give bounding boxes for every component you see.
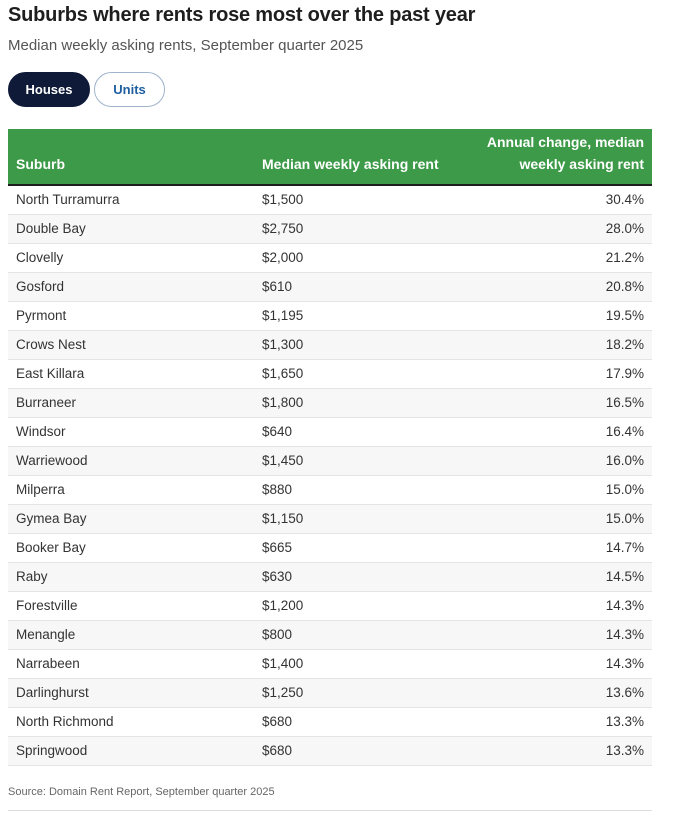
cell-annual-change: 14.5% (474, 562, 652, 592)
chart-title: Suburbs where rents rose most over the p… (8, 4, 476, 26)
table-row: Booker Bay $665 14.7% (8, 533, 652, 563)
cell-suburb: Darlinghurst (8, 678, 254, 708)
cell-suburb: Crows Nest (8, 330, 254, 360)
table-row: Raby $630 14.5% (8, 562, 652, 592)
cell-annual-change: 20.8% (474, 272, 652, 302)
cell-suburb: Pyrmont (8, 301, 254, 331)
table-row: Milperra $880 15.0% (8, 475, 652, 505)
cell-suburb: Double Bay (8, 214, 254, 244)
cell-annual-change: 13.6% (474, 678, 652, 708)
cell-annual-change: 14.3% (474, 591, 652, 621)
chart-subtitle: Median weekly asking rents, September qu… (8, 37, 364, 54)
source-note: Source: Domain Rent Report, September qu… (8, 786, 275, 798)
cell-median-rent: $630 (254, 562, 474, 592)
cell-median-rent: $610 (254, 272, 474, 302)
cell-suburb: Milperra (8, 475, 254, 505)
table-row: Pyrmont $1,195 19.5% (8, 301, 652, 331)
table-row: Gosford $610 20.8% (8, 272, 652, 302)
cell-median-rent: $1,150 (254, 504, 474, 534)
column-header-annual-change[interactable]: Annual change, median weekly asking rent (474, 129, 652, 186)
cell-annual-change: 21.2% (474, 243, 652, 273)
table-row: Warriewood $1,450 16.0% (8, 446, 652, 476)
cell-median-rent: $665 (254, 533, 474, 563)
cell-median-rent: $640 (254, 417, 474, 447)
cell-median-rent: $680 (254, 736, 474, 766)
cell-suburb: Forestville (8, 591, 254, 621)
cell-median-rent: $1,650 (254, 359, 474, 389)
cell-median-rent: $1,200 (254, 591, 474, 621)
cell-median-rent: $1,195 (254, 301, 474, 331)
cell-median-rent: $2,000 (254, 243, 474, 273)
rent-table-wrapper: Suburb Median weekly asking rent Annual … (8, 129, 652, 766)
cell-annual-change: 13.3% (474, 736, 652, 766)
cell-suburb: East Killara (8, 359, 254, 389)
cell-suburb: Windsor (8, 417, 254, 447)
cell-median-rent: $1,800 (254, 388, 474, 418)
cell-annual-change: 19.5% (474, 301, 652, 331)
rent-table: Suburb Median weekly asking rent Annual … (8, 129, 652, 766)
cell-median-rent: $1,500 (254, 185, 474, 215)
table-row: Double Bay $2,750 28.0% (8, 214, 652, 244)
cell-median-rent: $2,750 (254, 214, 474, 244)
cell-annual-change: 18.2% (474, 330, 652, 360)
cell-suburb: Narrabeen (8, 649, 254, 679)
cell-suburb: Gymea Bay (8, 504, 254, 534)
cell-suburb: Burraneer (8, 388, 254, 418)
cell-median-rent: $1,450 (254, 446, 474, 476)
cell-suburb: Springwood (8, 736, 254, 766)
cell-suburb: Gosford (8, 272, 254, 302)
cell-annual-change: 15.0% (474, 475, 652, 505)
cell-suburb: Warriewood (8, 446, 254, 476)
table-row: Forestville $1,200 14.3% (8, 591, 652, 621)
cell-annual-change: 28.0% (474, 214, 652, 244)
houses-toggle-button[interactable]: Houses (8, 72, 90, 107)
cell-suburb: Clovelly (8, 243, 254, 273)
cell-annual-change: 16.4% (474, 417, 652, 447)
column-header-suburb[interactable]: Suburb (8, 129, 254, 186)
cell-median-rent: $1,300 (254, 330, 474, 360)
table-row: Springwood $680 13.3% (8, 736, 652, 766)
cell-annual-change: 30.4% (474, 185, 652, 215)
table-row: Gymea Bay $1,150 15.0% (8, 504, 652, 534)
cell-suburb: North Richmond (8, 707, 254, 737)
table-row: Windsor $640 16.4% (8, 417, 652, 447)
cell-suburb: Raby (8, 562, 254, 592)
table-row: Crows Nest $1,300 18.2% (8, 330, 652, 360)
cell-annual-change: 16.0% (474, 446, 652, 476)
table-row: North Richmond $680 13.3% (8, 707, 652, 737)
cell-suburb: Booker Bay (8, 533, 254, 563)
table-header: Suburb Median weekly asking rent Annual … (8, 129, 652, 186)
cell-annual-change: 14.3% (474, 649, 652, 679)
cell-annual-change: 14.3% (474, 620, 652, 650)
table-row: Clovelly $2,000 21.2% (8, 243, 652, 273)
table-row: East Killara $1,650 17.9% (8, 359, 652, 389)
units-toggle-button[interactable]: Units (94, 72, 165, 107)
table-row: Darlinghurst $1,250 13.6% (8, 678, 652, 708)
table-row: North Turramurra $1,500 30.4% (8, 185, 652, 215)
cell-suburb: Menangle (8, 620, 254, 650)
table-body: North Turramurra $1,500 30.4% Double Bay $2,… (8, 185, 652, 766)
cell-median-rent: $680 (254, 707, 474, 737)
table-row: Burraneer $1,800 16.5% (8, 388, 652, 418)
cell-suburb: North Turramurra (8, 185, 254, 215)
bottom-divider (8, 810, 652, 811)
property-type-toggle: Houses Units (8, 72, 165, 107)
cell-annual-change: 13.3% (474, 707, 652, 737)
cell-annual-change: 17.9% (474, 359, 652, 389)
cell-annual-change: 14.7% (474, 533, 652, 563)
cell-annual-change: 16.5% (474, 388, 652, 418)
cell-median-rent: $1,400 (254, 649, 474, 679)
header-row: Suburb Median weekly asking rent Annual … (8, 129, 652, 186)
cell-median-rent: $880 (254, 475, 474, 505)
table-row: Menangle $800 14.3% (8, 620, 652, 650)
cell-median-rent: $1,250 (254, 678, 474, 708)
column-header-median-rent[interactable]: Median weekly asking rent (254, 129, 474, 186)
cell-annual-change: 15.0% (474, 504, 652, 534)
table-row: Narrabeen $1,400 14.3% (8, 649, 652, 679)
cell-median-rent: $800 (254, 620, 474, 650)
